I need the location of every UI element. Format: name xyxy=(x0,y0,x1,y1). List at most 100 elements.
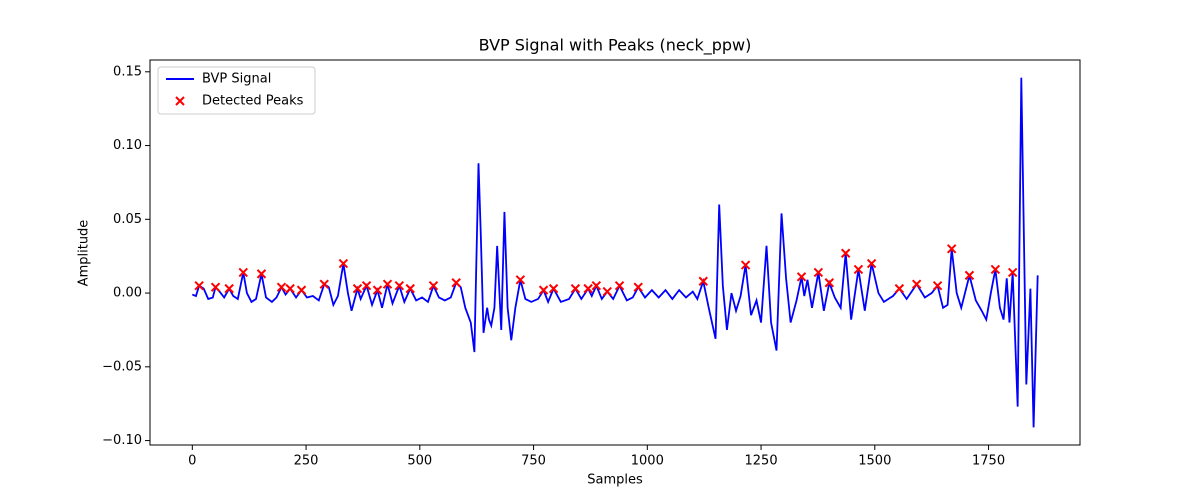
marker-stroke xyxy=(866,258,877,269)
marker-stroke xyxy=(964,270,975,281)
peak-marker xyxy=(515,275,526,285)
marker-stroke xyxy=(405,283,415,294)
marker-stroke xyxy=(614,280,625,291)
peak-marker xyxy=(911,279,922,289)
x-tick-label: 250 xyxy=(294,454,319,469)
marker-stroke xyxy=(296,285,307,295)
marker-stroke xyxy=(824,278,835,288)
x-tick-label: 1500 xyxy=(858,454,891,469)
marker-stroke xyxy=(740,260,751,270)
peak-marker xyxy=(382,279,393,289)
peak-marker xyxy=(296,285,307,295)
marker-stroke xyxy=(428,280,439,291)
y-tick-label: 0.05 xyxy=(113,212,142,227)
marker-stroke xyxy=(276,282,287,292)
peak-marker xyxy=(1007,267,1018,278)
peak-marker xyxy=(372,285,383,295)
peak-marker xyxy=(319,279,329,289)
legend-label: BVP Signal xyxy=(202,72,271,87)
peak-marker xyxy=(394,280,405,291)
marker-stroke xyxy=(894,283,905,294)
marker-stroke xyxy=(382,279,393,289)
marker-stroke xyxy=(946,244,957,254)
chart-title: BVP Signal with Peaks (neck_ppw) xyxy=(479,36,752,56)
marker-stroke xyxy=(372,285,383,295)
marker-stroke xyxy=(394,280,405,291)
peak-marker xyxy=(894,283,905,294)
peak-marker xyxy=(866,258,877,269)
marker-stroke xyxy=(990,264,1001,275)
marker-stroke xyxy=(538,285,549,295)
marker-stroke xyxy=(583,283,593,294)
marker-stroke xyxy=(840,248,851,258)
peak-marker xyxy=(361,280,372,291)
peak-marker xyxy=(591,280,602,291)
peak-marker xyxy=(633,282,643,292)
marker-stroke xyxy=(813,267,824,278)
x-tick-label: 1000 xyxy=(631,454,664,469)
peak-marker xyxy=(740,260,751,270)
peak-marker xyxy=(276,282,287,292)
peak-marker xyxy=(285,283,295,294)
peak-marker xyxy=(813,267,824,278)
marker-stroke xyxy=(238,267,248,278)
y-axis-label: Amplitude xyxy=(77,220,92,287)
marker-stroke xyxy=(285,283,295,294)
y-tick-label: −0.10 xyxy=(102,433,142,448)
peak-marker xyxy=(964,270,975,281)
peak-marker xyxy=(451,278,461,288)
marker-stroke xyxy=(796,272,807,282)
marker-stroke xyxy=(570,283,581,294)
marker-stroke xyxy=(338,258,349,269)
x-tick-label: 1750 xyxy=(972,454,1005,469)
marker-stroke xyxy=(515,275,526,285)
peak-marker xyxy=(614,280,625,291)
peak-marker xyxy=(583,283,593,294)
peak-marker xyxy=(602,286,612,297)
y-tick-label: 0.15 xyxy=(113,64,142,79)
peak-marker xyxy=(256,269,267,279)
peak-markers xyxy=(194,244,1018,297)
x-tick-label: 1250 xyxy=(745,454,778,469)
peak-marker xyxy=(338,258,349,269)
marker-stroke xyxy=(352,283,363,294)
x-tick-label: 750 xyxy=(521,454,546,469)
peak-marker xyxy=(238,267,248,278)
peak-marker xyxy=(796,272,807,282)
marker-stroke xyxy=(853,264,864,275)
marker-stroke xyxy=(361,280,372,291)
marker-stroke xyxy=(591,280,602,291)
marker-stroke xyxy=(1007,267,1018,278)
peak-marker xyxy=(405,283,415,294)
peak-marker xyxy=(194,280,204,291)
peak-marker xyxy=(824,278,835,288)
marker-stroke xyxy=(319,279,329,289)
marker-stroke xyxy=(224,283,234,294)
peak-marker xyxy=(932,280,943,291)
peak-marker xyxy=(840,248,851,258)
x-tick-label: 0 xyxy=(188,454,196,469)
x-axis-label: Samples xyxy=(587,473,643,488)
legend-label: Detected Peaks xyxy=(202,94,304,109)
plot-frame xyxy=(149,59,1081,446)
peak-marker xyxy=(698,276,708,286)
marker-stroke xyxy=(602,286,612,297)
y-tick-label: 0.10 xyxy=(113,138,142,153)
marker-stroke xyxy=(451,278,461,288)
marker-stroke xyxy=(548,283,559,294)
marker-stroke xyxy=(256,269,267,279)
marker-stroke xyxy=(633,282,643,292)
peak-marker xyxy=(990,264,1001,275)
y-tick-label: −0.05 xyxy=(102,359,142,374)
peak-marker xyxy=(853,264,864,275)
x-tick-label: 500 xyxy=(407,454,432,469)
marker-stroke xyxy=(210,282,221,292)
peak-marker xyxy=(570,283,581,294)
peak-marker xyxy=(548,283,559,294)
legend-swatch xyxy=(175,96,185,106)
peak-marker xyxy=(210,282,221,292)
y-tick-label: 0.00 xyxy=(113,286,142,301)
legend-box xyxy=(157,66,316,115)
marker-stroke xyxy=(911,279,922,289)
